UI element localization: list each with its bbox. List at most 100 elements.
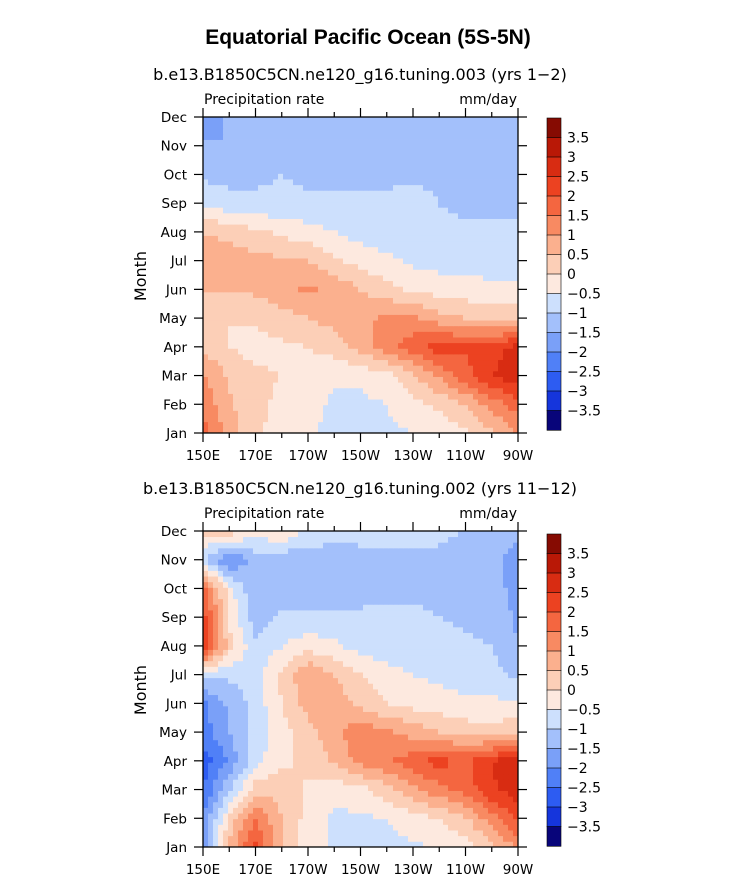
panel-top-ylabel: Month <box>131 251 150 301</box>
heat-cell <box>428 150 434 157</box>
heat-cell <box>483 308 489 315</box>
heat-cell <box>268 734 274 741</box>
heat-cell <box>298 331 304 338</box>
heat-cell <box>328 269 334 276</box>
heat-cell <box>323 830 329 837</box>
heat-cell <box>323 818 329 825</box>
heat-cell <box>443 410 449 417</box>
heat-cell <box>248 167 254 174</box>
heat-cell <box>248 275 254 282</box>
heat-cell <box>353 739 359 746</box>
heat-cell <box>218 235 224 242</box>
heat-cell <box>508 139 514 146</box>
panel-top-left-label: Precipitation rate <box>204 92 324 108</box>
heat-cell <box>258 314 264 321</box>
heat-cell <box>458 207 464 214</box>
heat-cell <box>283 722 289 729</box>
heat-cell <box>363 807 369 814</box>
heat-cell <box>478 818 484 825</box>
heat-cell <box>388 184 394 191</box>
heat-cell <box>358 365 364 372</box>
heat-cell <box>393 756 399 763</box>
heat-cell <box>483 196 489 203</box>
heat-cell <box>508 229 514 236</box>
heat-cell <box>218 790 224 797</box>
heat-cell <box>468 784 474 791</box>
heat-cell <box>323 399 329 406</box>
heat-cell <box>358 252 364 259</box>
heat-cell <box>293 779 299 786</box>
heat-cell <box>508 207 514 214</box>
heat-cell <box>438 365 444 372</box>
heat-cell <box>478 365 484 372</box>
heat-cell <box>298 156 304 163</box>
heat-cell <box>418 841 424 848</box>
heat-cell <box>353 117 359 124</box>
heat-cell <box>393 229 399 236</box>
heat-cell <box>253 320 259 327</box>
heat-cell <box>393 263 399 270</box>
heat-cell <box>458 150 464 157</box>
heat-cell <box>243 756 249 763</box>
heat-cell <box>228 790 234 797</box>
heat-cell <box>503 331 509 338</box>
heat-cell <box>348 739 354 746</box>
heat-cell <box>423 337 429 344</box>
heat-cell <box>318 167 324 174</box>
heat-cell <box>253 291 259 298</box>
heat-cell <box>373 308 379 315</box>
heat-cell <box>503 359 509 366</box>
heat-cell <box>363 201 369 208</box>
y-tick-label: Nov <box>161 139 187 155</box>
heat-cell <box>483 122 489 129</box>
heat-cell <box>293 722 299 729</box>
heat-cell <box>513 308 519 315</box>
heat-cell <box>408 280 414 287</box>
heat-cell <box>288 167 294 174</box>
heat-cell <box>308 291 314 298</box>
heat-cell <box>323 734 329 741</box>
heat-cell <box>208 117 214 124</box>
heat-cell <box>443 773 449 780</box>
heat-cell <box>253 167 259 174</box>
heat-cell <box>318 156 324 163</box>
heat-cell <box>423 376 429 383</box>
heat-cell <box>453 745 459 752</box>
heat-cell <box>323 728 329 735</box>
heat-cell <box>248 722 254 729</box>
heat-cell <box>363 387 369 394</box>
heat-cell <box>378 348 384 355</box>
heat-cell <box>223 308 229 315</box>
heat-cell <box>338 179 344 186</box>
heat-cell <box>348 314 354 321</box>
heat-cell <box>438 818 444 825</box>
heat-cell <box>288 370 294 377</box>
heat-cell <box>358 393 364 400</box>
heat-cell <box>463 768 469 775</box>
heat-cell <box>348 365 354 372</box>
heat-cell <box>243 207 249 214</box>
heat-cell <box>253 728 259 735</box>
heat-cell <box>233 196 239 203</box>
heat-cell <box>323 722 329 729</box>
heat-cell <box>513 393 519 400</box>
heat-cell <box>313 835 319 842</box>
heat-cell <box>253 263 259 270</box>
heat-cell <box>213 128 219 135</box>
colorbar-box <box>546 390 562 412</box>
heat-cell <box>283 325 289 332</box>
heat-cell <box>303 269 309 276</box>
heat-cell <box>488 150 494 157</box>
heat-cell <box>363 224 369 231</box>
heat-cell <box>208 229 214 236</box>
heat-cell <box>373 145 379 152</box>
y-tick-label: Jun <box>165 282 187 298</box>
heat-cell <box>223 722 229 729</box>
heat-cell <box>433 139 439 146</box>
heat-cell <box>303 342 309 349</box>
heat-cell <box>388 218 394 225</box>
heat-cell <box>223 382 229 389</box>
heat-cell <box>333 354 339 361</box>
heat-cell <box>423 162 429 169</box>
heat-cell <box>353 235 359 242</box>
